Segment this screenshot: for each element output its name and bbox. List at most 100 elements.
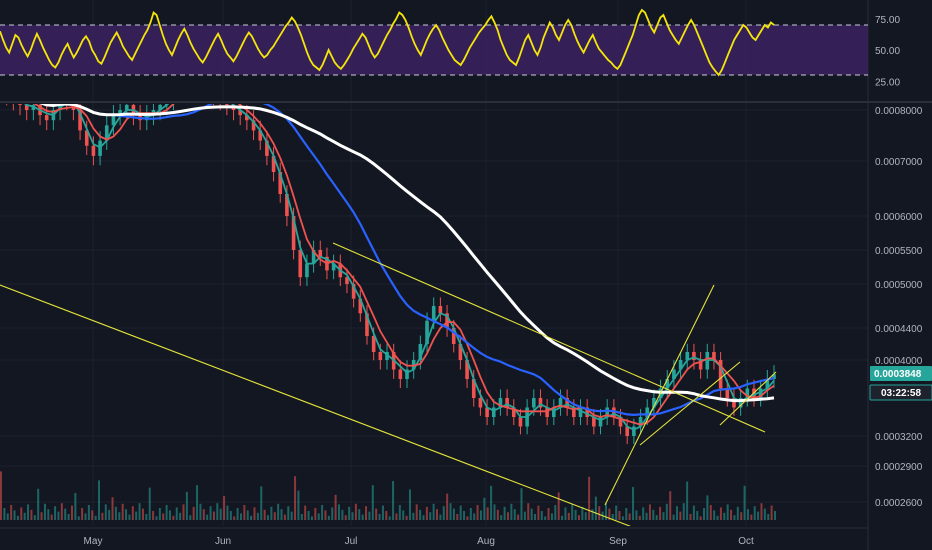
volume-bar [449,503,452,520]
volume-bar [43,503,46,520]
volume-bar [699,516,702,520]
volume-bar [10,505,13,520]
volume-bar [27,504,30,520]
volume-bar [571,504,574,520]
trendline [0,284,632,526]
time-axis-tick-label: Jul [345,536,358,547]
volume-bar [354,503,357,520]
volume-bar [196,485,199,520]
time-axis-tick-label: May [84,536,103,547]
candle-body [291,216,296,250]
volume-bar [57,511,60,520]
volume-bar [730,509,733,520]
trendline [639,361,741,446]
volume-bar [307,511,310,520]
price-axis-tick-label: 0.0002900 [875,462,923,473]
volume-bar [381,505,384,520]
volume-bar [365,506,368,520]
candle-body [698,360,703,370]
volume-bar [513,509,516,520]
sma-200-line [39,104,775,403]
volume-bar [125,509,128,520]
countdown-tag-box [869,384,932,401]
volume-bar [456,514,459,520]
volume-bar [608,508,611,520]
volume-bar [611,514,614,520]
volume-bar [30,509,33,520]
volume-bar [733,515,736,520]
volume-bar [496,509,499,520]
volume-bar [141,508,144,520]
volume-bar [719,507,722,520]
volume-bar [655,515,658,520]
rsi-line [0,8,775,77]
volume-bar [145,514,148,520]
volume-bar [310,516,313,520]
volume-bar [67,514,70,520]
last-price-tag: 0.0003848 03:22:58 [869,366,932,401]
volume-bar [341,509,344,520]
volume-bar [605,503,608,520]
trendlines [0,242,777,526]
volume-bar [527,503,530,520]
volume-bar [87,505,90,520]
volume-bar [118,512,121,520]
volume-bar [594,496,597,520]
candle-body [585,407,589,417]
volume-bar [40,512,43,520]
volume-bar [317,513,320,520]
price-axis-tick-label: 0.0002600 [875,498,923,509]
volume-bar [246,510,249,520]
time-axis-tick-label: Sep [609,536,627,547]
grid-lines [0,0,868,526]
volume-bar [344,515,347,520]
volume-bar [209,506,212,520]
volume-bar [665,503,668,520]
volume-bar [625,508,628,520]
volume-bar [229,511,232,520]
volume-bar [351,512,354,520]
volume-bar [547,508,550,520]
volume-bar [635,510,638,520]
volume-bar [98,480,101,520]
candle-body [592,417,596,427]
volume-bar [243,505,246,520]
volume-bar [679,511,682,520]
volume-bar [669,491,672,520]
volume-bar [250,515,253,520]
price-tag-value: 0.0003848 [874,369,922,380]
volume-bar [439,514,442,520]
candle-body [425,320,429,344]
volume-bar [757,511,760,520]
candle-body [245,115,249,121]
volume-bar [165,505,168,520]
volume-bar [256,512,259,520]
candle-body [625,426,630,436]
volume-bar [642,507,645,520]
candle-body [491,407,496,417]
candle-body [718,360,723,389]
candle-body [618,417,623,427]
volume-bar [638,515,641,520]
volume-bar [540,511,543,520]
volume-bar [13,510,16,520]
volume-bar [564,507,567,520]
volume-bars [0,471,776,520]
volume-bar [3,508,6,520]
candle-body [305,263,309,278]
volume-bar [709,505,712,520]
volume-bar [510,503,513,520]
volume-bar [348,506,351,520]
volume-bar [405,515,408,520]
volume-bar [618,511,621,520]
volume-bar [189,515,192,520]
volume-bar [300,514,303,520]
candle-body [405,369,409,379]
volume-bar [334,494,337,520]
candle-body [578,407,583,417]
candle-body [91,145,96,156]
volume-bar [486,507,489,520]
volume-bar [432,503,435,520]
